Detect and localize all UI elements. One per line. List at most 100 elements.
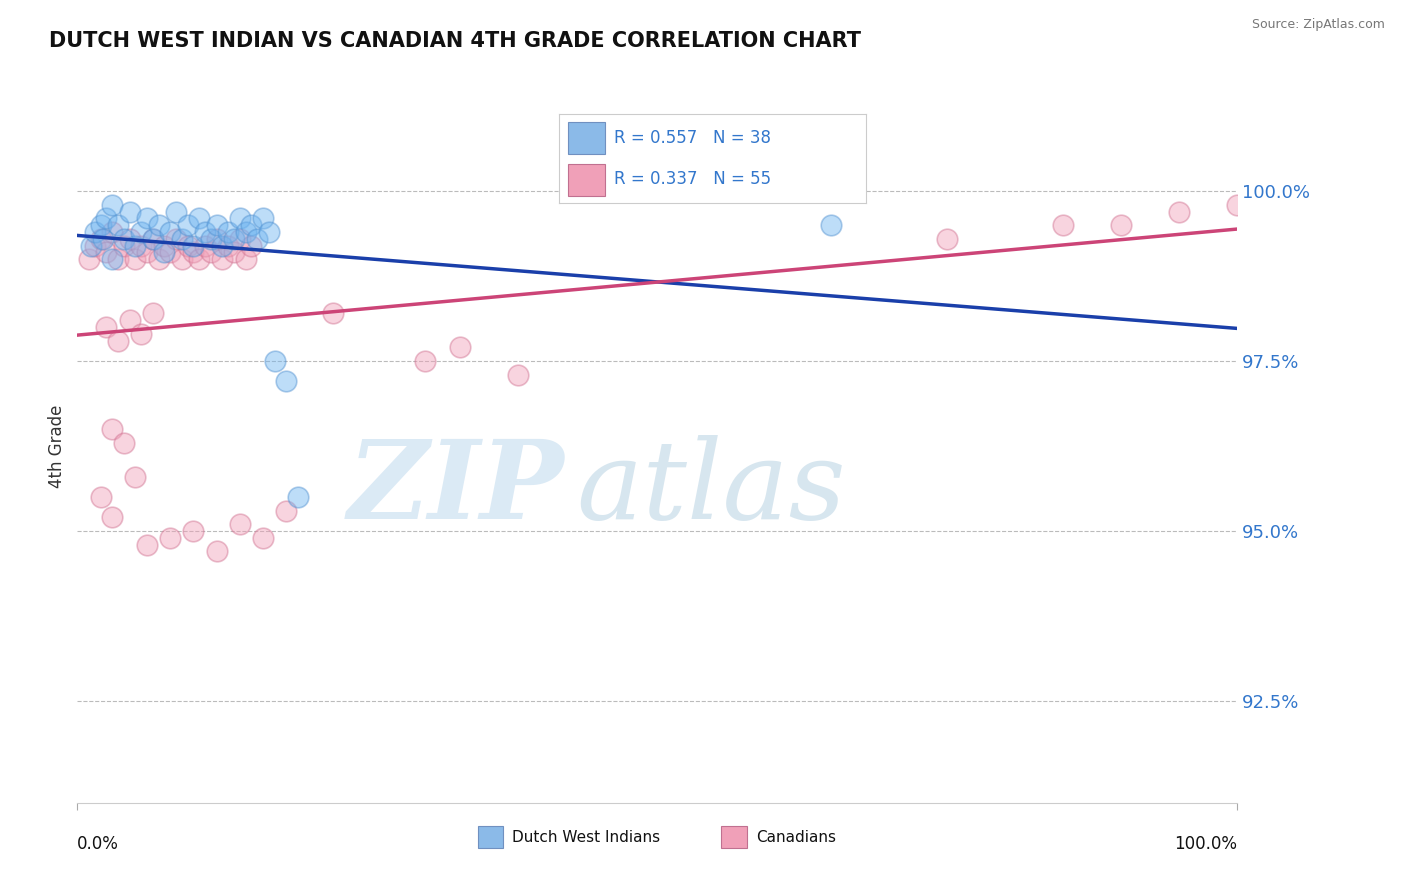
Point [176,238,198,252]
Point [217,225,239,239]
Point [246,232,269,246]
Point [820,218,842,232]
Point [235,225,257,239]
Point [148,218,170,232]
Point [77,252,100,266]
Point [936,232,959,246]
Point [129,326,152,341]
Point [112,238,135,252]
Point [107,334,129,348]
Point [170,252,193,266]
Point [96,320,118,334]
Point [1111,218,1133,232]
Point [101,422,124,436]
Point [91,232,114,246]
Point [1226,198,1249,212]
Point [148,252,170,266]
Point [153,238,176,252]
Text: ZIP: ZIP [347,435,565,542]
Point [263,354,285,368]
Point [124,238,146,252]
Point [188,252,211,266]
Point [217,238,239,252]
Point [240,218,263,232]
Point [183,238,205,252]
Text: atlas: atlas [576,435,846,542]
Point [1168,204,1191,219]
Text: DUTCH WEST INDIAN VS CANADIAN 4TH GRADE CORRELATION CHART: DUTCH WEST INDIAN VS CANADIAN 4TH GRADE … [49,31,862,51]
Text: Dutch West Indians: Dutch West Indians [512,830,661,845]
Point [228,517,252,532]
Point [112,232,135,246]
Point [240,238,263,252]
Point [159,245,181,260]
Point [228,211,252,226]
Point [136,245,159,260]
Point [118,232,141,246]
Point [136,211,159,226]
Point [142,232,165,246]
Point [222,232,245,246]
Point [211,238,233,252]
Point [194,238,217,252]
Point [205,218,228,232]
Point [136,537,159,551]
Point [83,225,105,239]
Point [165,204,187,219]
Point [96,245,118,260]
Point [1052,218,1074,232]
Point [124,469,146,483]
Point [165,232,187,246]
Point [112,435,135,450]
Point [107,218,129,232]
Point [90,490,111,504]
Point [118,204,141,219]
Text: Source: ZipAtlas.com: Source: ZipAtlas.com [1251,18,1385,31]
Point [200,232,222,246]
Point [153,245,176,260]
Point [101,198,124,212]
Point [142,306,165,320]
Point [90,232,111,246]
Point [252,531,274,545]
Point [129,225,152,239]
Point [101,225,124,239]
Point [80,238,103,252]
Point [129,238,152,252]
Point [413,354,436,368]
Point [211,252,233,266]
Point [287,490,309,504]
Point [276,503,298,517]
Point [101,510,124,524]
Point [506,368,529,382]
Point [235,252,257,266]
Point [183,245,205,260]
Point [200,245,222,260]
Point [276,375,298,389]
Y-axis label: 4th Grade: 4th Grade [48,404,66,488]
Point [170,232,193,246]
Point [124,252,146,266]
FancyBboxPatch shape [721,826,747,847]
Point [252,211,274,226]
Point [101,252,124,266]
Point [205,232,228,246]
Point [159,225,181,239]
Point [222,245,245,260]
FancyBboxPatch shape [478,826,503,847]
Point [321,306,344,320]
Point [183,524,205,538]
Point [159,531,181,545]
Text: 0.0%: 0.0% [77,835,120,853]
Point [228,232,252,246]
Point [257,225,280,239]
Point [176,218,198,232]
Point [90,218,111,232]
Point [83,238,105,252]
Point [205,544,228,558]
Point [449,341,471,355]
Point [118,313,141,327]
Point [96,211,118,226]
Point [142,232,165,246]
Point [194,225,217,239]
